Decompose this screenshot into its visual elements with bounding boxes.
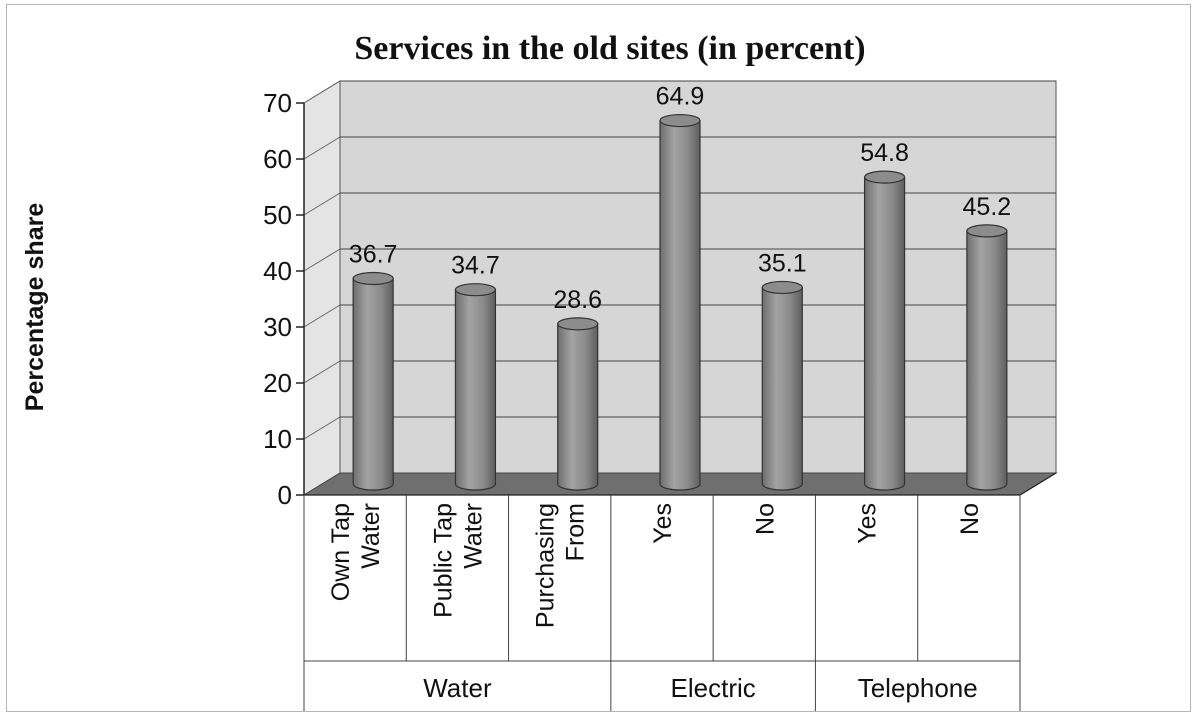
gridline-side — [303, 192, 341, 216]
y-tick-label: 0 — [278, 480, 292, 510]
gridline-side — [303, 304, 341, 328]
bar-body — [659, 119, 701, 491]
plot-area: 0 10 20 30 40 50 60 70 36.7 34.7 28.6 64.9 35.1 54.8 4… — [263, 80, 1058, 711]
bar-top — [659, 113, 701, 128]
y-tick-label: 60 — [263, 144, 292, 174]
gridline-side — [303, 416, 341, 440]
bar — [659, 113, 701, 491]
group-label: Telephone — [858, 673, 978, 703]
data-label: 54.8 — [860, 139, 909, 167]
bar — [454, 283, 497, 491]
y-tick-label: 70 — [263, 88, 292, 118]
gridline-side — [303, 136, 341, 160]
bar-body — [966, 230, 1008, 491]
bar-body — [863, 176, 906, 491]
category-label: Water — [459, 503, 487, 569]
bar-top — [557, 317, 599, 331]
data-label: 64.9 — [656, 83, 705, 111]
bar-top — [454, 283, 497, 297]
y-tick-label: 50 — [263, 200, 292, 230]
chart-title: Services in the old sites (in percent) — [354, 30, 865, 67]
bar-body — [454, 289, 497, 491]
category-label: From — [562, 503, 590, 561]
bar — [966, 224, 1008, 491]
chart-svg: Services in the old sites (in percent) P… — [21, 30, 1058, 711]
bar-body — [557, 323, 599, 491]
data-label: 35.1 — [758, 249, 807, 277]
data-label: 34.7 — [451, 252, 500, 280]
category-label: No — [751, 503, 779, 535]
bar-top — [863, 170, 906, 184]
chart-frame: Services in the old sites (in percent) P… — [6, 4, 1191, 712]
bar-top — [761, 280, 803, 295]
side-wall — [303, 80, 341, 496]
gridline-side — [303, 80, 341, 104]
category-label: Public Tap — [429, 503, 457, 618]
x-axis-edge — [1019, 472, 1057, 496]
data-label: 36.7 — [349, 240, 398, 268]
gridline-side — [303, 248, 341, 272]
group-label: Electric — [671, 673, 756, 703]
bar — [761, 280, 803, 491]
bar — [352, 271, 394, 491]
category-label: Purchasing — [532, 503, 560, 628]
data-label: 28.6 — [553, 286, 602, 314]
bar-top — [966, 224, 1008, 238]
category-label: Water — [357, 503, 385, 569]
bar-body — [761, 286, 803, 491]
gridline-side — [303, 360, 341, 384]
data-label: 45.2 — [963, 193, 1012, 221]
category-label: Yes — [854, 503, 882, 544]
y-tick-label: 30 — [263, 312, 292, 342]
y-tick-label: 40 — [263, 256, 292, 286]
bar — [557, 317, 599, 491]
group-label: Water — [423, 673, 492, 703]
bar-top — [352, 271, 394, 286]
category-label: Own Tap — [327, 503, 355, 601]
bar-body — [352, 277, 394, 491]
bar — [863, 170, 906, 491]
category-label: No — [956, 503, 984, 535]
y-tick-label: 10 — [263, 424, 292, 454]
category-label: Yes — [649, 503, 677, 544]
y-tick-label: 20 — [263, 368, 292, 398]
y-axis-label: Percentage share — [21, 203, 49, 412]
